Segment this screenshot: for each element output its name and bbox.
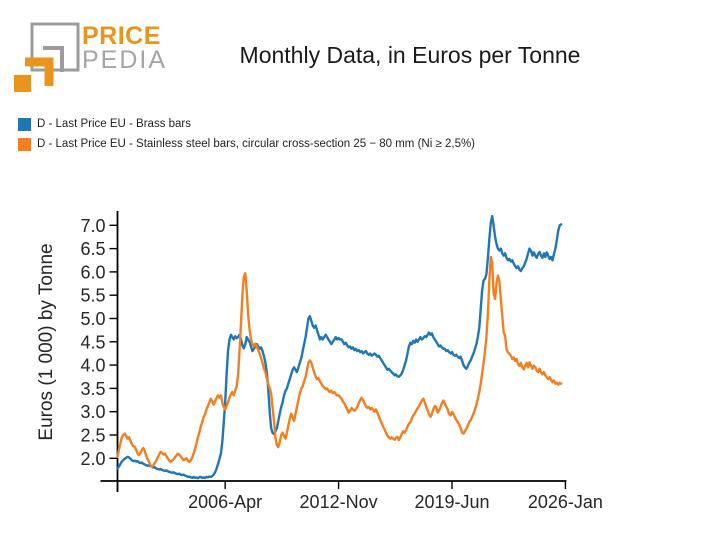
legend-label-brass: D - Last Price EU - Brass bars (37, 118, 192, 130)
y-tick-label: 2.0 (80, 449, 105, 469)
y-tick-label: 6.5 (80, 239, 105, 259)
legend-item-stainless: D - Last Price EU - Stainless steel bars… (18, 134, 475, 154)
brand-wordmark: PRICE PEDIA (82, 22, 168, 74)
y-tick-label: 2.5 (80, 426, 105, 446)
x-tick-label: 2012-Nov (300, 492, 378, 512)
page-title: Monthly Data, in Euros per Tonne (239, 42, 581, 68)
legend-label-stainless: D - Last Price EU - Stainless steel bars… (37, 138, 476, 150)
line-stainless-steel-bars (116, 255, 563, 468)
legend-item-brass: D - Last Price EU - Brass bars (18, 114, 475, 134)
pricepedia-logo: PRICE PEDIA (14, 10, 234, 105)
y-tick-label: 4.0 (80, 356, 105, 376)
y-tick-label: 7.0 (80, 216, 105, 236)
y-tick-label: 4.5 (80, 332, 105, 352)
legend-swatch-brass (18, 117, 31, 131)
pricepedia-logo-icon (14, 22, 80, 92)
x-tick-label: 2019-Jun (414, 492, 489, 512)
line-brass-bars (116, 214, 563, 480)
brand-pedia: PEDIA (82, 46, 168, 74)
x-tick-label: 2006-Apr (188, 492, 262, 512)
y-tick-label: 3.0 (80, 402, 105, 422)
y-tick-label: 6.0 (80, 262, 105, 282)
y-axis-title: Euros (1 000) by Tonne (36, 243, 57, 440)
y-tick-label: 3.5 (80, 379, 105, 399)
y-tick-label: 5.5 (80, 286, 105, 306)
brand-price: PRICE (82, 22, 161, 50)
x-tick-label: 2026-Jan (528, 492, 603, 512)
legend-swatch-stainless (18, 137, 31, 151)
chart-legend: D - Last Price EU - Brass bars D - Last … (18, 114, 475, 154)
y-tick-label: 5.0 (80, 309, 105, 329)
